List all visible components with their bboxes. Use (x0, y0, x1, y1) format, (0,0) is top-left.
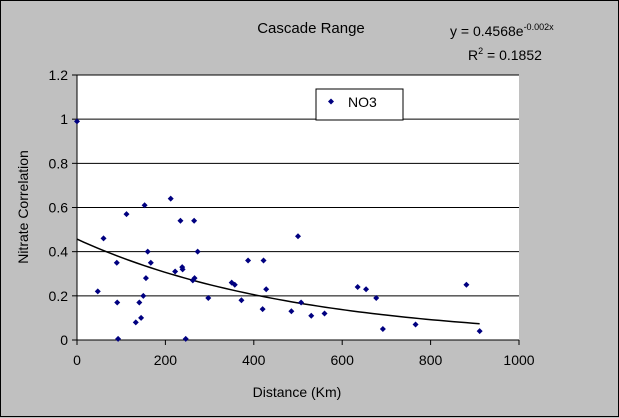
data-point (132, 319, 139, 326)
x-tick-label: 200 (154, 352, 178, 368)
y-tick-label: 1.2 (49, 67, 69, 83)
data-point (245, 257, 252, 264)
y-tick-label: 1 (60, 111, 68, 127)
data-point (288, 308, 295, 315)
data-point (205, 295, 212, 302)
data-point (123, 211, 130, 218)
data-points (74, 118, 483, 342)
data-point (138, 314, 145, 321)
data-point (179, 266, 186, 273)
data-point (144, 248, 151, 255)
data-point (177, 217, 184, 224)
data-point (194, 248, 201, 255)
legend-label: NO3 (348, 94, 377, 110)
y-tick-label: 0.2 (49, 288, 69, 304)
data-point (167, 195, 174, 202)
data-point (231, 281, 238, 288)
data-point (94, 288, 101, 295)
data-point (100, 235, 107, 242)
chart-title: Cascade Range (257, 20, 365, 37)
legend: NO3 (315, 88, 404, 121)
data-point (172, 268, 179, 275)
data-point (74, 118, 80, 125)
data-point (379, 325, 386, 332)
data-point (259, 306, 266, 313)
data-point (182, 335, 189, 342)
data-point (114, 299, 121, 306)
data-point (136, 299, 143, 306)
data-point (354, 284, 361, 290)
data-point (115, 335, 122, 342)
equation-base: y = 0.4568e (450, 23, 524, 39)
y-tick-label: 0 (60, 332, 68, 348)
data-point (191, 217, 198, 224)
legend-marker-icon (328, 98, 334, 105)
data-point (238, 297, 245, 304)
data-point (463, 281, 470, 288)
data-point (263, 286, 270, 293)
data-point (476, 328, 483, 335)
y-tick-labels: 0 0.2 0.4 0.6 0.8 1 1.2 (49, 67, 77, 348)
data-point (260, 257, 267, 264)
data-point (113, 259, 120, 266)
data-point (141, 202, 148, 209)
x-axis-title: Distance (Km) (253, 384, 342, 400)
trendline-r-squared: R2 = 0.1852 (468, 46, 542, 63)
data-point (308, 312, 315, 319)
legend-box (315, 88, 404, 121)
trendline-equation: y = 0.4568e-0.002x (450, 22, 554, 39)
x-tick-label: 400 (242, 352, 266, 368)
x-tick-label: 800 (419, 352, 443, 368)
data-point (412, 321, 419, 328)
x-tick-labels: 0 200 400 600 800 1000 (73, 340, 535, 368)
data-point (298, 299, 305, 306)
data-point (140, 292, 147, 299)
data-point (295, 233, 301, 240)
y-tick-label: 0.6 (49, 200, 69, 216)
data-point (147, 259, 154, 266)
data-point (363, 286, 370, 293)
y-axis-title: Nitrate Correlation (15, 150, 31, 264)
y-tick-label: 0.8 (49, 155, 69, 171)
trendline (76, 238, 480, 325)
x-tick-label: 600 (331, 352, 355, 368)
x-tick-label: 1000 (503, 352, 534, 368)
data-point (373, 295, 380, 302)
y-tick-label: 0.4 (49, 244, 69, 260)
data-point (191, 275, 198, 282)
data-point (321, 310, 328, 317)
data-point (142, 275, 149, 282)
equation-exponent: -0.002x (524, 22, 555, 32)
x-tick-label: 0 (73, 352, 81, 368)
